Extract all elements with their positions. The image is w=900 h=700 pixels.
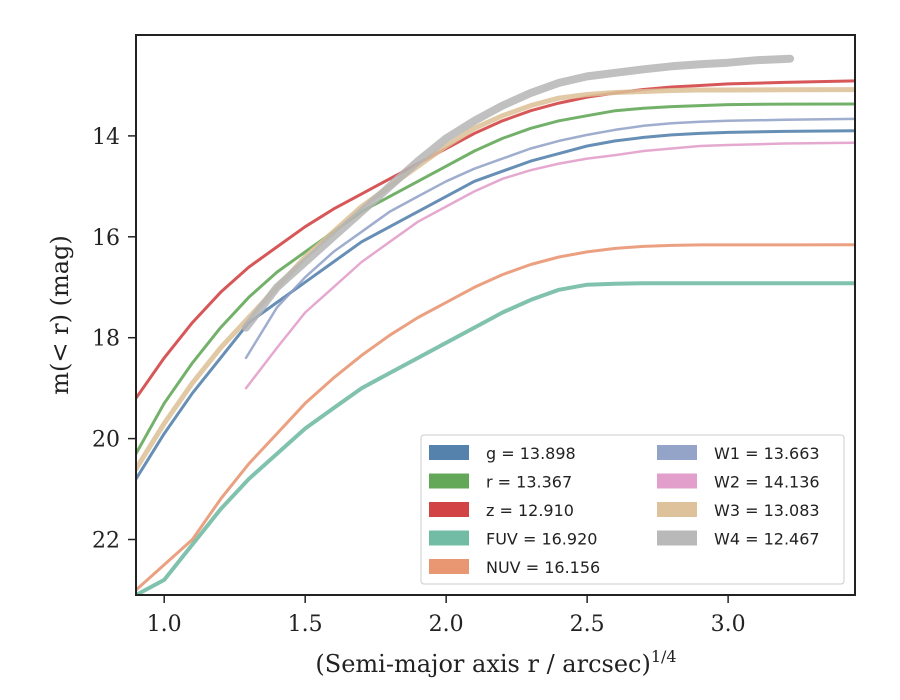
x-tick-label: 2.5 (570, 612, 605, 637)
series-line-nuv (136, 243, 855, 592)
series-line-w2 (244, 141, 855, 390)
legend-swatch-fuv (429, 530, 469, 546)
legend-label-w3: W3 = 13.083 (714, 501, 820, 520)
x-tick-label: 1.0 (147, 612, 182, 637)
y-tick-label: 20 (92, 428, 120, 453)
legend-label-w4: W4 = 12.467 (714, 530, 820, 549)
x-axis-label: (Semi-major axis r / arcsec)1/4 (315, 647, 676, 678)
legend-label-nuv: NUV = 16.156 (486, 558, 600, 577)
legend-label-r: r = 13.367 (486, 473, 572, 492)
x-tick-label: 1.5 (288, 612, 323, 637)
legend-label-w1: W1 = 13.663 (714, 444, 820, 463)
legend-label-g: g = 13.898 (486, 444, 576, 463)
series-line-w3 (136, 87, 855, 472)
series-line-r (136, 102, 855, 456)
legend-swatch-w1 (657, 445, 697, 460)
y-tick-label: 22 (92, 529, 120, 554)
legend-swatch-w2 (657, 473, 697, 489)
legend-swatch-w4 (657, 530, 697, 546)
y-axis-ticks: 14 16 18 20 22 (92, 125, 136, 554)
x-tick-label: 2.0 (429, 612, 464, 637)
plot-lines (136, 54, 855, 595)
plot-frame (135, 34, 856, 596)
x-axis-ticks: 1.0 1.5 2.0 2.5 3.0 (147, 595, 746, 637)
legend-swatch-r (429, 473, 469, 489)
legend: g = 13.898 r = 13.367 z = 12.910 FUV = 16.9… (420, 434, 845, 585)
series-line-w1 (244, 117, 855, 360)
series-line-z (136, 79, 855, 400)
legend-swatch-z (429, 502, 469, 517)
legend-swatch-nuv (429, 559, 469, 574)
y-tick-label: 14 (92, 125, 120, 150)
legend-swatch-g (429, 445, 469, 460)
legend-swatch-w3 (657, 502, 697, 517)
x-tick-label: 3.0 (711, 612, 746, 637)
y-axis-label: m(< r) (mag) (46, 235, 74, 394)
legend-label-z: z = 12.910 (486, 501, 574, 520)
legend-label-w2: W2 = 14.136 (714, 473, 820, 492)
y-tick-label: 16 (92, 226, 120, 251)
legend-label-fuv: FUV = 16.920 (486, 530, 597, 549)
series-line-fuv (136, 281, 855, 595)
y-tick-label: 18 (92, 327, 120, 352)
legend-box (420, 434, 845, 585)
series-line-w4 (242, 54, 795, 332)
